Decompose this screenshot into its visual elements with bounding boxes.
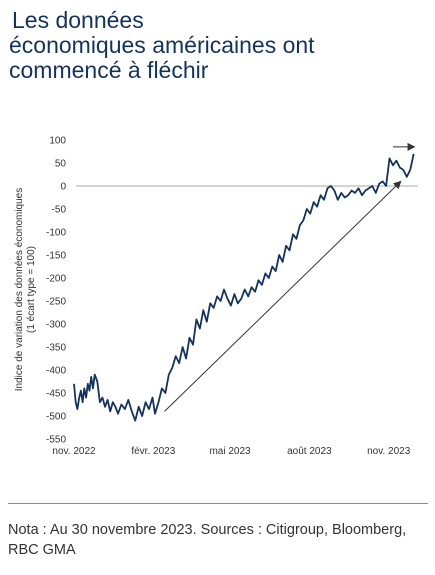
y-axis-label-line: Indice de variation des données économiq… <box>14 188 25 391</box>
y-tick-label: -50 <box>52 205 67 216</box>
y-tick-label: -500 <box>46 412 66 423</box>
x-tick-label: nov. 2023 <box>367 446 411 457</box>
x-tick-label: août 2023 <box>287 446 332 457</box>
y-tick-label: -300 <box>46 320 66 331</box>
source-note: Nota : Au 30 novembre 2023. Sources : Ci… <box>8 522 407 558</box>
title-line-1: Les données <box>12 7 144 33</box>
y-tick-label: -150 <box>46 251 66 262</box>
x-tick-label: févr. 2023 <box>131 446 175 457</box>
trend-arrows <box>164 142 416 412</box>
y-tick-label: 50 <box>55 159 67 170</box>
y-tick-label: -200 <box>46 274 66 285</box>
trend-arrow <box>164 180 402 412</box>
y-tick-label: -400 <box>46 366 66 377</box>
title-line-3: commencé à fléchir <box>9 57 209 83</box>
y-tick-label: -250 <box>46 297 66 308</box>
series-line <box>73 153 415 422</box>
chart-title: Les données économiques américaines ont … <box>9 8 429 83</box>
x-tick-label: nov. 2022 <box>52 446 96 457</box>
y-tick-label: 100 <box>49 136 66 147</box>
line-chart: Indice de variation des données économiq… <box>14 136 418 457</box>
x-tick-label: mai 2023 <box>209 446 251 457</box>
y-tick-label: 0 <box>60 182 66 193</box>
footer-divider <box>8 503 428 504</box>
y-tick-label: -100 <box>46 228 66 239</box>
x-axis-ticks: nov. 2022 févr. 2023 mai 2023 août 2023 nov.… <box>52 446 410 457</box>
y-tick-label: -350 <box>46 343 66 354</box>
series-layer <box>73 153 415 422</box>
y-tick-label: -450 <box>46 389 66 400</box>
y-axis-ticks: 100 50 0 -50 -100 -150 -200 -250 -300 -350 -400 -45… <box>46 136 66 446</box>
title-line-2: économiques américaines ont <box>9 32 315 58</box>
y-axis-label: Indice de variation des données économiq… <box>14 188 37 391</box>
y-axis-label-line: (1 écart type = 100) <box>26 246 37 333</box>
y-tick-label: -550 <box>46 435 66 446</box>
